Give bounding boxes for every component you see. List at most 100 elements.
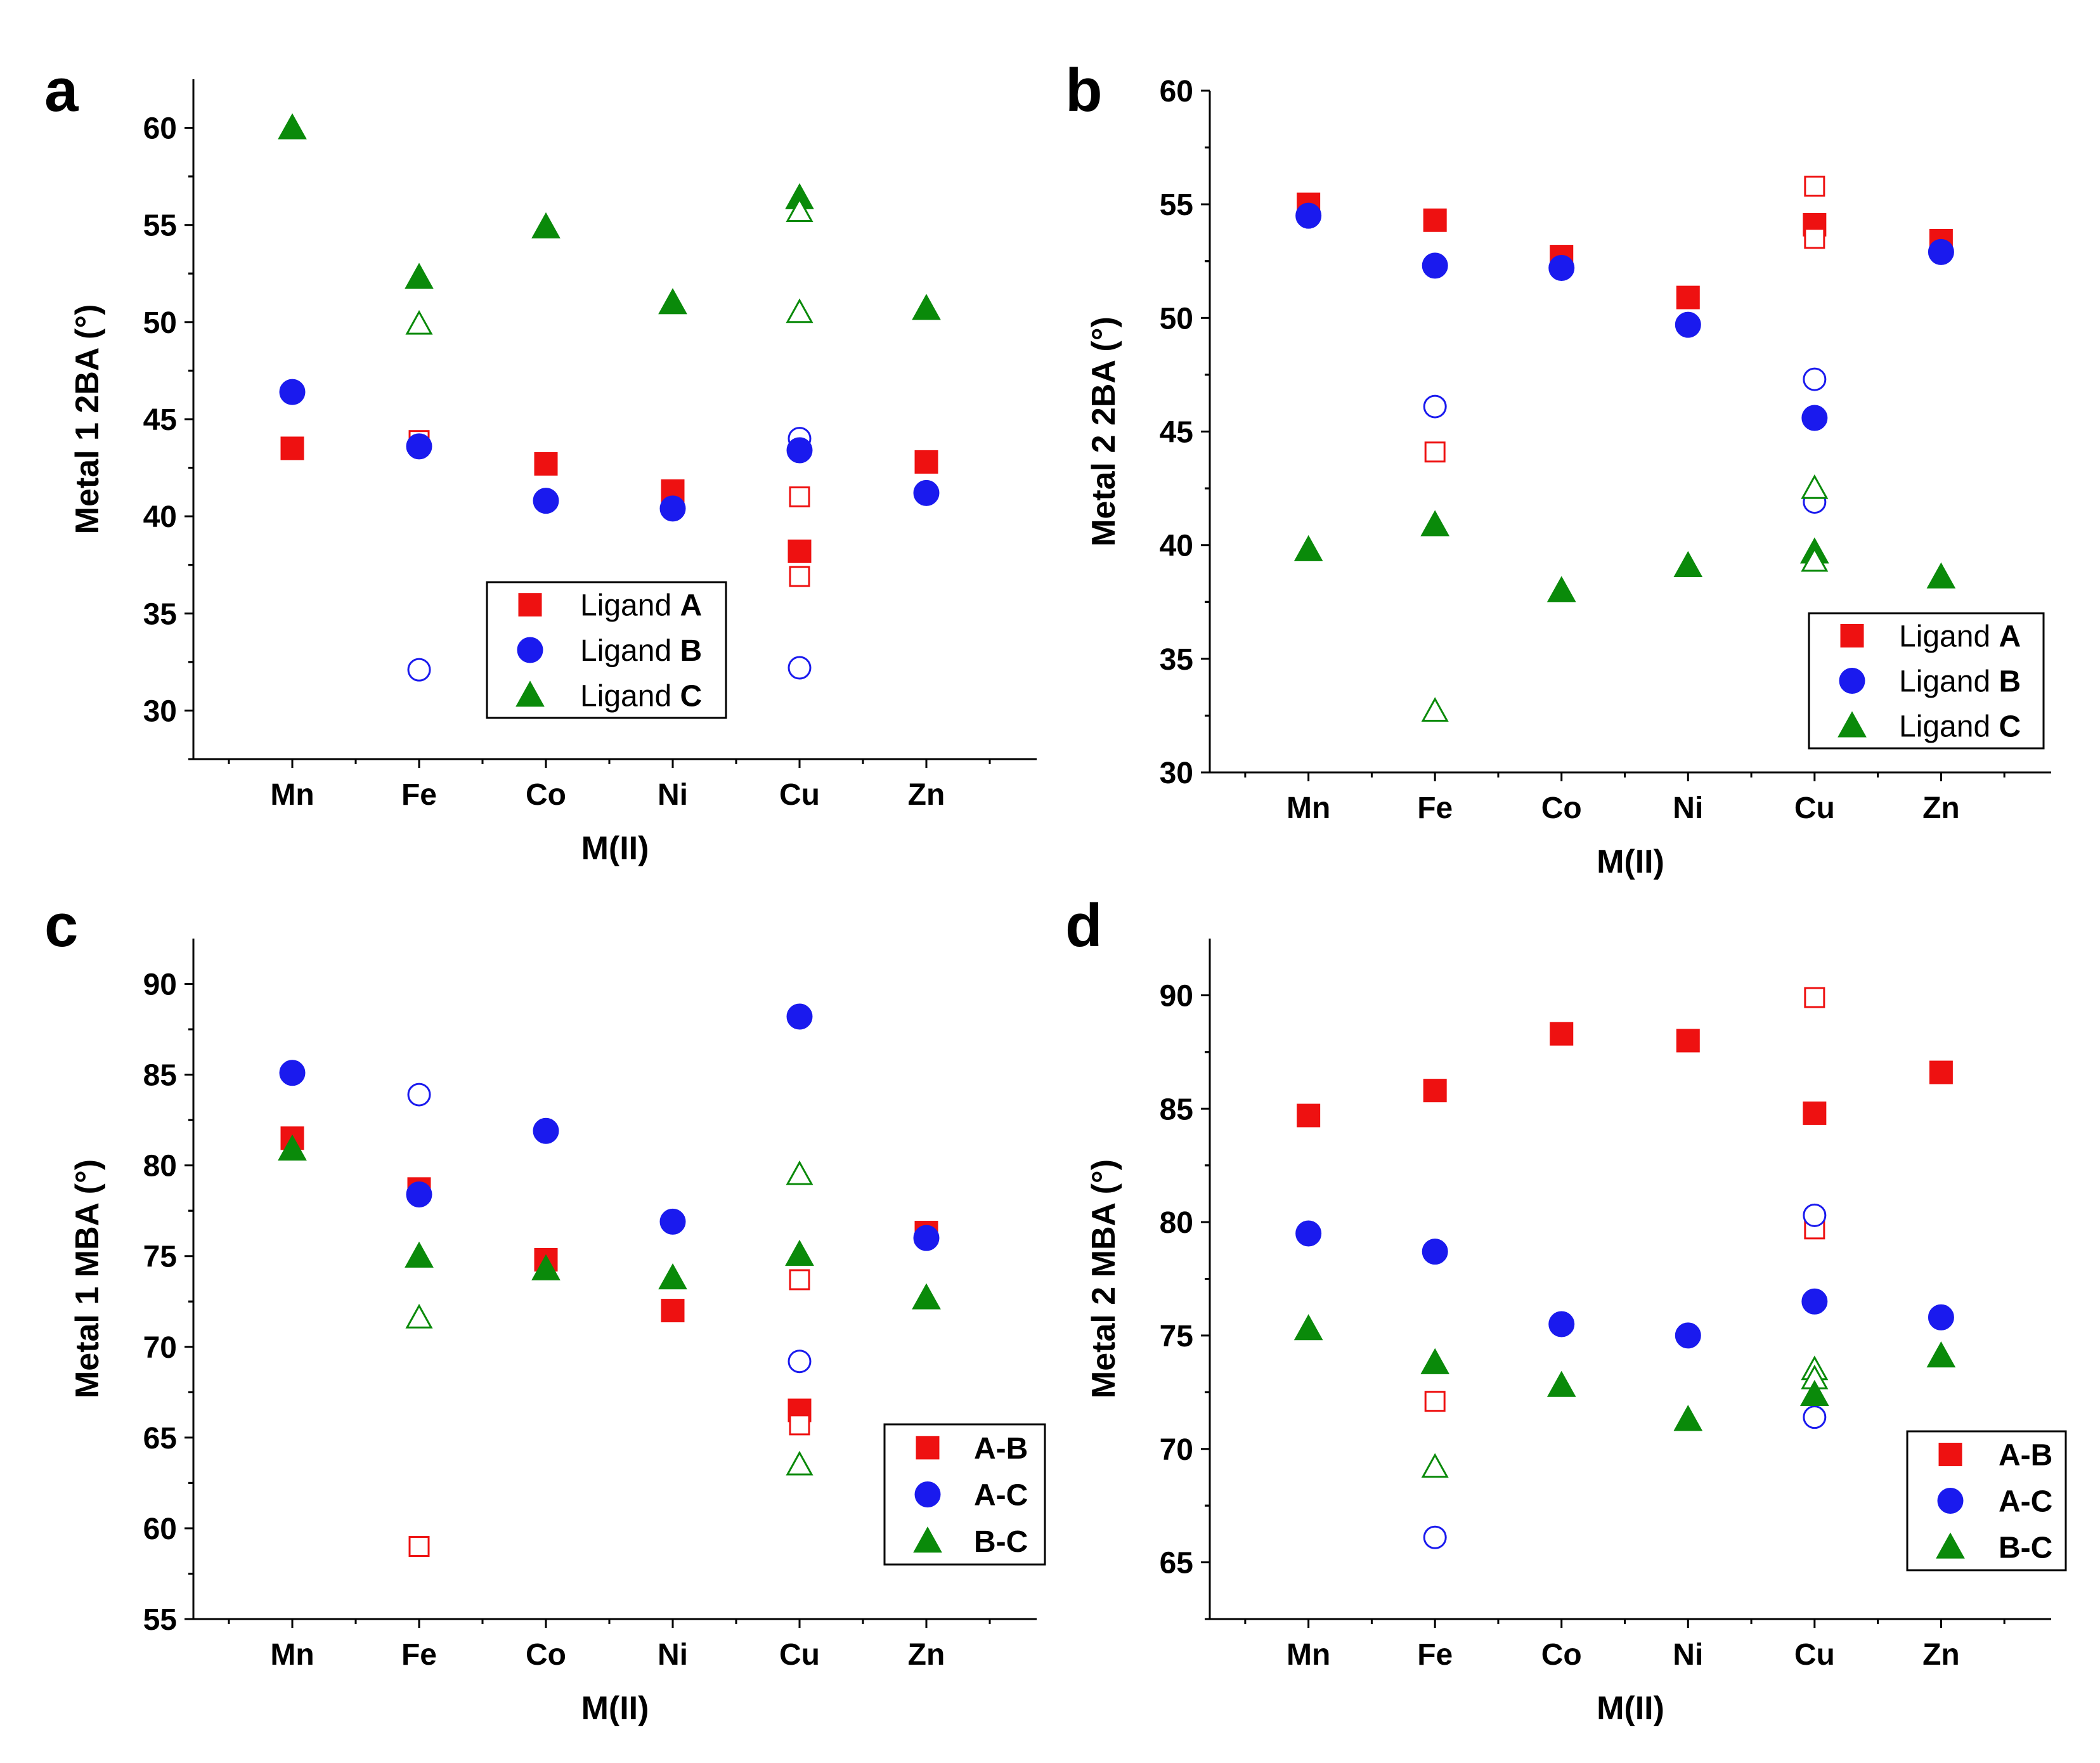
data-point <box>1673 1405 1703 1431</box>
data-point-open <box>405 1303 433 1329</box>
legend-label: Ligand A <box>1899 620 2021 654</box>
chart-panel-a: a 30 35 40 45 50 55 60 Mn Fe Co Ni Cu Zn M(II) Metal 1 … <box>44 56 1037 867</box>
chart-panel-c: c 55 60 65 70 75 80 85 90 Mn Fe Co Ni Cu Zn M(II) Metal … <box>44 892 1046 1727</box>
x-tick-label: Mn <box>270 778 314 812</box>
x-tick-label: Fe <box>401 778 437 812</box>
series-a-c <box>1295 1203 1954 1549</box>
data-point-open <box>407 658 431 682</box>
x-tick-label: Ni <box>658 1638 688 1672</box>
data-point <box>786 1003 813 1030</box>
legend-label: Ligand A <box>580 589 702 623</box>
series-b-c <box>278 1134 941 1476</box>
y-tick-label: 35 <box>1160 643 1193 677</box>
x-tick-label: Zn <box>1922 791 1960 825</box>
data-point-open <box>1804 228 1825 249</box>
legend-marker-circle <box>517 637 543 663</box>
data-point-open <box>1423 394 1447 419</box>
y-tick-label: 40 <box>143 500 177 534</box>
data-point-open <box>1803 1405 1827 1429</box>
series-a-c <box>279 1003 940 1374</box>
data-point <box>786 437 813 464</box>
legend-marker-square <box>916 1436 940 1460</box>
series-ligand-a <box>1297 176 1953 463</box>
series-ligand-b <box>1295 202 1954 514</box>
data-point-open <box>786 1450 813 1476</box>
series-a-b <box>280 1126 938 1558</box>
series-b-c <box>1293 1314 1956 1478</box>
data-point-open <box>1801 547 1829 572</box>
x-tick-label: Ni <box>1673 1638 1703 1672</box>
legend-label: A-B <box>1999 1439 2052 1473</box>
legend-marker-circle <box>1839 668 1865 694</box>
data-point <box>1420 1348 1450 1374</box>
y-axis-title: Metal 1 MBA (°) <box>69 1159 106 1398</box>
data-point-open <box>786 1160 813 1185</box>
data-point <box>1803 1101 1827 1125</box>
data-point <box>279 379 306 405</box>
y-tick-label: 40 <box>1160 530 1193 563</box>
data-point <box>1293 535 1323 561</box>
data-point <box>785 1239 814 1266</box>
data-point <box>913 479 940 506</box>
panel-letter: c <box>44 892 78 960</box>
y-tick-label: 45 <box>143 403 177 437</box>
y-tick-label: 70 <box>143 1331 177 1365</box>
data-point-open <box>789 1269 810 1291</box>
data-point <box>1801 1288 1828 1315</box>
legend-label: A-B <box>974 1432 1028 1466</box>
x-tick-label: Mn <box>270 1638 314 1672</box>
data-point <box>1675 311 1701 338</box>
y-axis-title: Metal 2 2BA (°) <box>1086 316 1122 547</box>
data-point-open <box>1421 1453 1449 1478</box>
series-ligand-c <box>278 113 941 335</box>
data-point-open <box>1804 176 1825 197</box>
x-tick-label: Cu <box>1794 791 1835 825</box>
x-tick-label: Mn <box>1287 791 1330 825</box>
y-tick-label: 90 <box>1160 979 1193 1013</box>
y-tick-label: 35 <box>143 597 177 631</box>
data-point-open <box>786 298 813 323</box>
x-tick-label: Co <box>1541 791 1582 825</box>
legend: Ligand A Ligand B Ligand C <box>1808 612 2045 750</box>
legend-marker-circle <box>1937 1488 1964 1514</box>
y-tick-label: 65 <box>1160 1547 1193 1580</box>
y-tick-label: 55 <box>143 1603 177 1637</box>
data-point <box>278 113 307 140</box>
legend-box <box>883 1423 1046 1566</box>
data-point <box>1799 1379 1829 1407</box>
y-tick-label: 60 <box>143 1513 177 1546</box>
legend-marker-circle <box>914 1481 941 1507</box>
data-point <box>1673 550 1703 578</box>
x-axis-title: M(II) <box>1597 1690 1664 1727</box>
data-point <box>659 495 686 522</box>
legend-marker-triangle <box>1838 711 1867 738</box>
data-point-open <box>789 1414 810 1436</box>
x-axis-title: M(II) <box>581 1690 649 1727</box>
y-tick-label: 55 <box>143 209 177 243</box>
data-point <box>912 294 941 320</box>
legend-marker-triangle <box>1936 1532 1965 1559</box>
data-point <box>405 1241 434 1268</box>
data-point <box>1295 1220 1322 1247</box>
data-point <box>1546 576 1576 602</box>
y-tick-label: 85 <box>143 1059 177 1093</box>
x-axis-title: M(II) <box>1597 843 1664 880</box>
data-point <box>1928 238 1954 265</box>
x-tick-label: Fe <box>1417 791 1453 825</box>
legend-label: Ligand B <box>1899 665 2021 699</box>
legend-label: A-C <box>1999 1485 2052 1519</box>
x-tick-label: Cu <box>779 1638 820 1672</box>
y-axis-title: Metal 2 MBA (°) <box>1086 1159 1122 1398</box>
data-point-open <box>405 309 433 335</box>
y-tick-label: 50 <box>1160 302 1193 335</box>
data-point <box>1423 1079 1447 1103</box>
x-tick-label: Fe <box>401 1638 437 1672</box>
x-tick-label: Co <box>1541 1638 1582 1672</box>
x-tick-label: Co <box>526 1638 566 1672</box>
legend-label: B-C <box>1999 1532 2052 1565</box>
data-point <box>913 1225 940 1251</box>
data-point <box>1926 562 1956 589</box>
legend-marker-triangle <box>515 680 545 707</box>
legend-marker-triangle <box>913 1526 942 1553</box>
data-point-open <box>1803 1203 1827 1227</box>
